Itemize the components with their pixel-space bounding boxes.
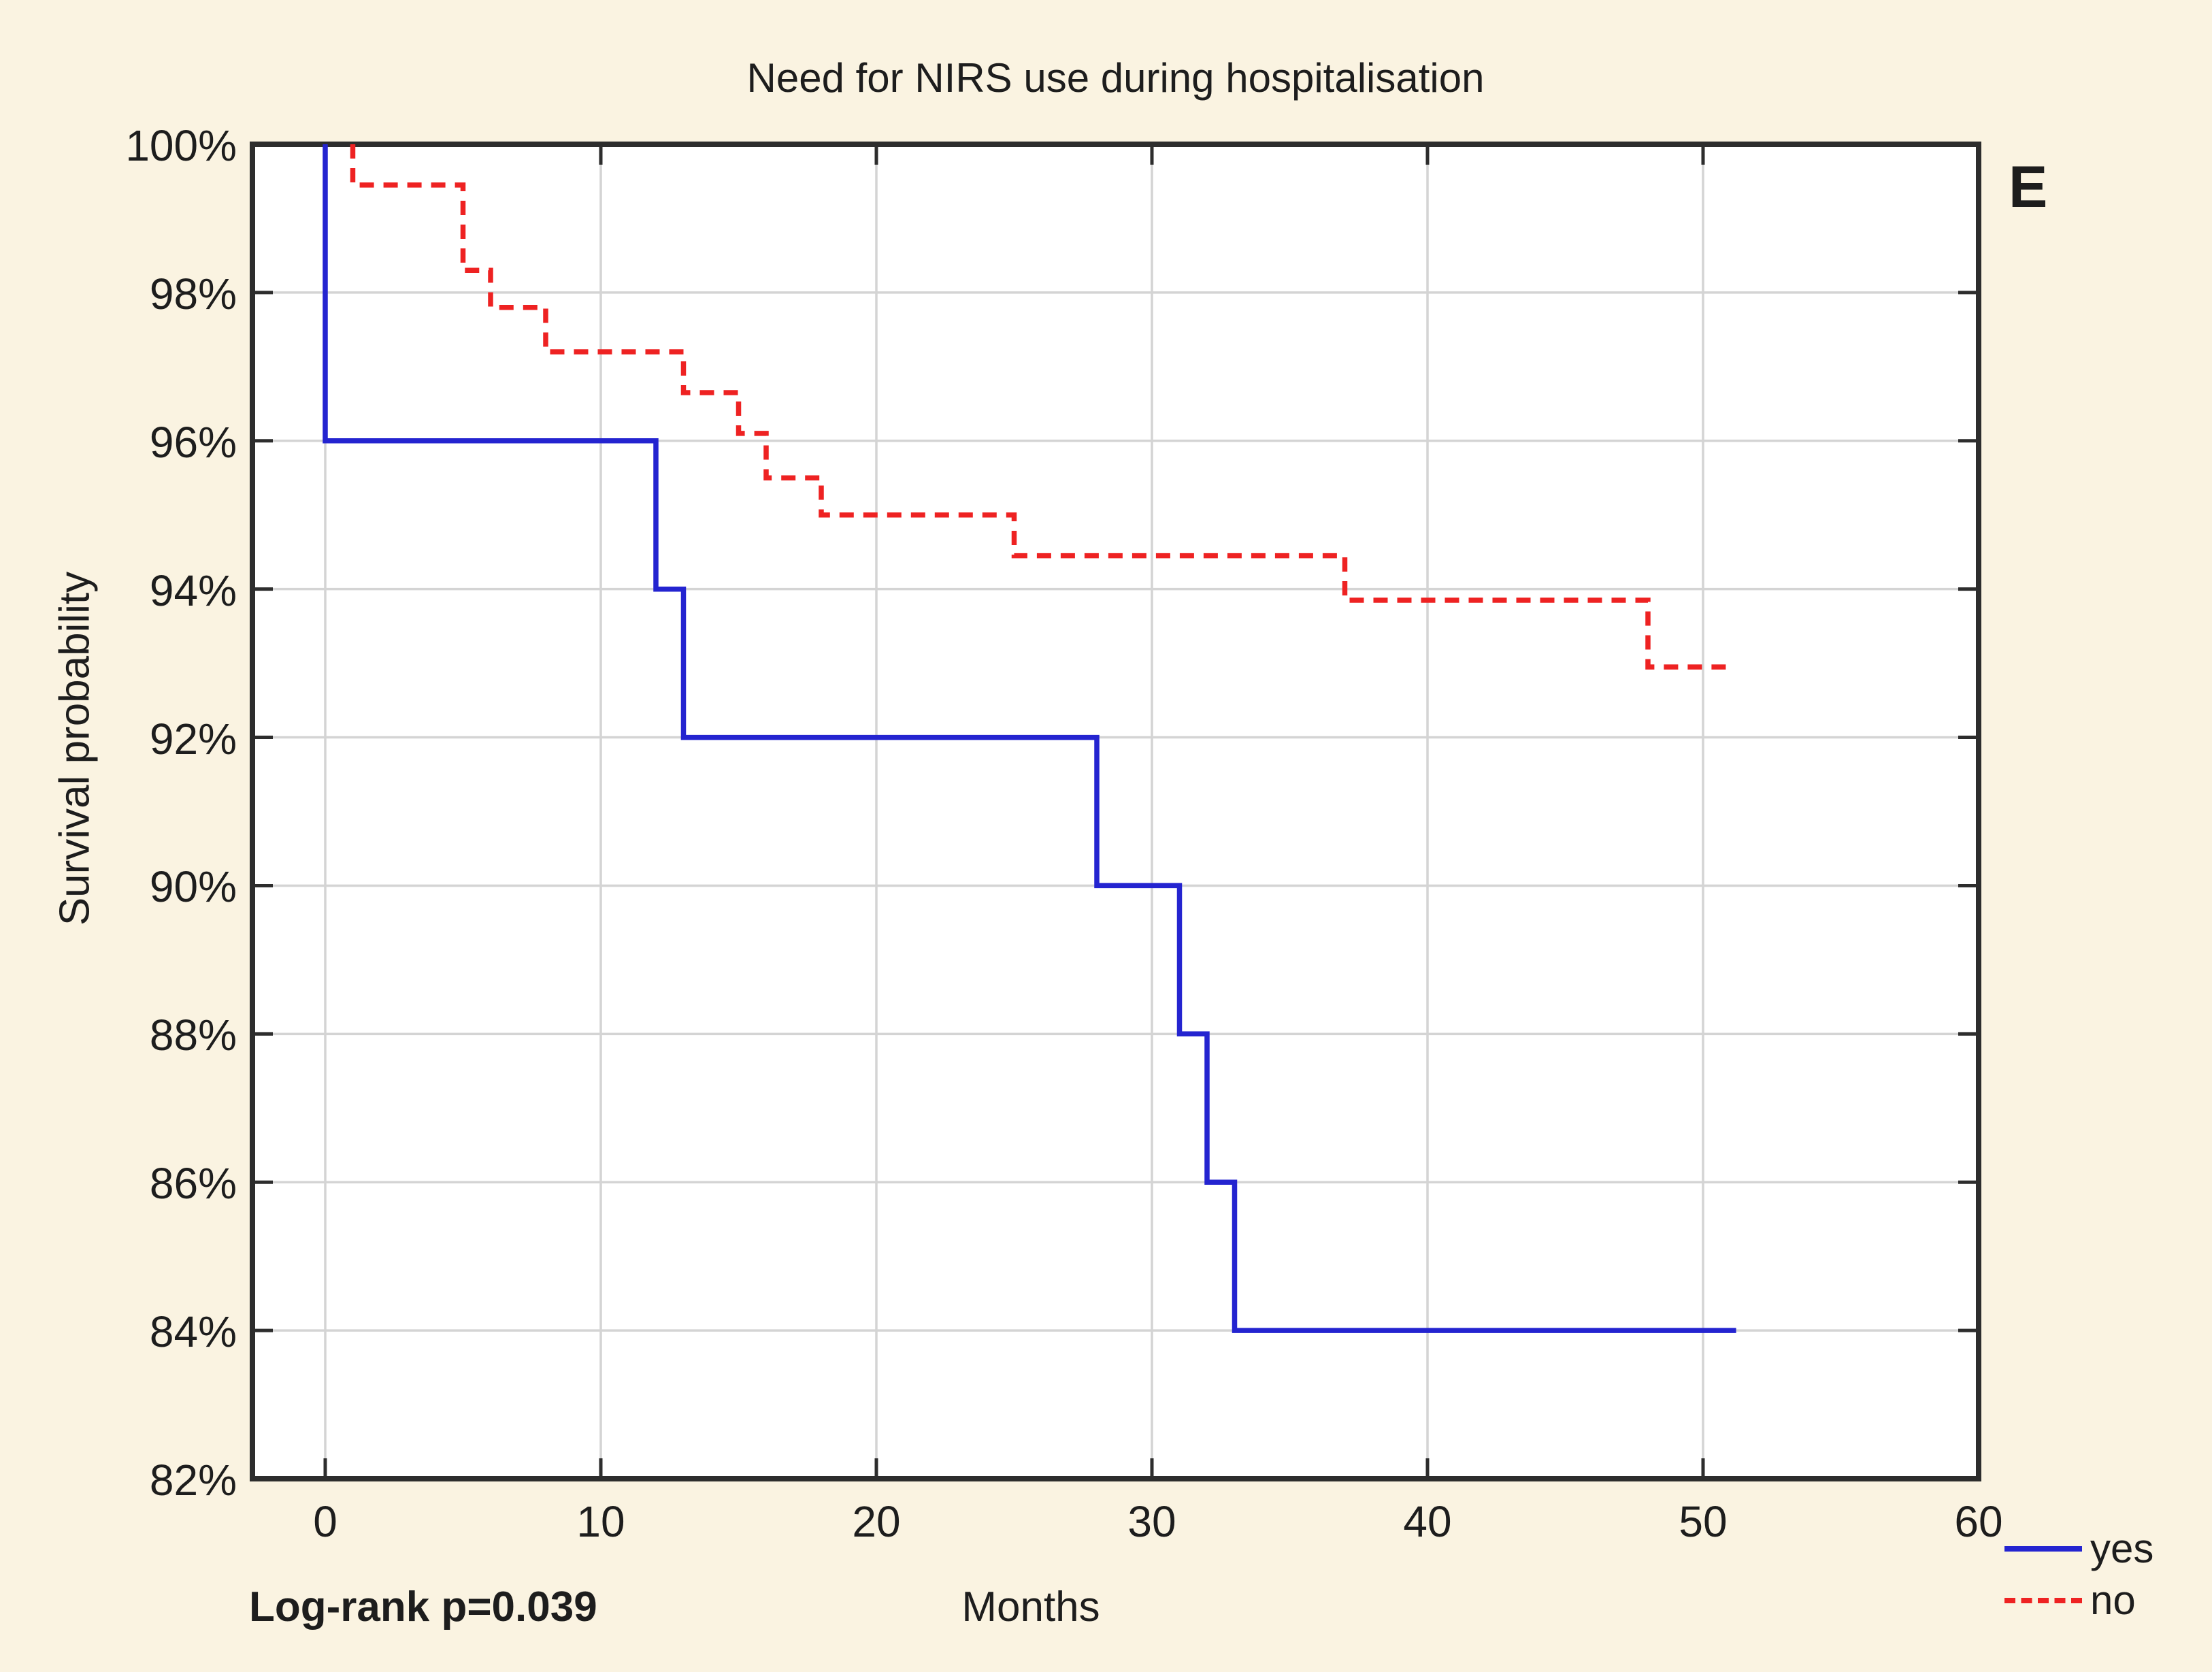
legend-line-swatch-yes	[2004, 1546, 2082, 1552]
x-tick-label: 30	[1127, 1497, 1176, 1546]
plot-frame	[250, 142, 1981, 1481]
x-tick-label: 40	[1403, 1497, 1452, 1546]
y-tick-label: 88%	[149, 1011, 237, 1060]
y-tick-label: 84%	[149, 1307, 237, 1357]
x-tick-label: 0	[313, 1497, 337, 1546]
series-line-no	[350, 144, 1731, 670]
x-tick-label: 20	[852, 1497, 901, 1546]
y-tick-label: 96%	[149, 417, 237, 467]
y-tick-label: 98%	[149, 269, 237, 318]
y-tick-label: 90%	[149, 862, 237, 912]
series-line-yes	[323, 144, 1736, 1333]
y-tick-label: 86%	[149, 1159, 237, 1209]
legend-item-yes: yes	[2004, 1523, 2153, 1575]
legend-label-no: no	[2090, 1577, 2136, 1623]
y-tick-label: 82%	[149, 1456, 237, 1505]
legend: yes no	[2004, 1523, 2153, 1626]
legend-item-no: no	[2004, 1575, 2153, 1626]
legend-line-swatch-no	[2004, 1598, 2082, 1603]
x-tick-label: 10	[576, 1497, 625, 1546]
y-tick-label: 92%	[149, 714, 237, 764]
y-tick-label: 100%	[125, 121, 237, 170]
panel-letter-label: E	[2009, 154, 2048, 220]
x-tick-label: 60	[1954, 1497, 2003, 1546]
log-rank-annotation: Log-rank p=0.039	[249, 1584, 597, 1630]
legend-label-yes: yes	[2090, 1526, 2154, 1571]
y-tick-label: 94%	[149, 565, 237, 615]
plot-background	[252, 144, 1979, 1479]
x-tick-label: 50	[1679, 1497, 1728, 1546]
x-axis-title: Months	[961, 1584, 1100, 1630]
chart-title: Need for NIRS use during hospitalisation	[746, 55, 1485, 101]
